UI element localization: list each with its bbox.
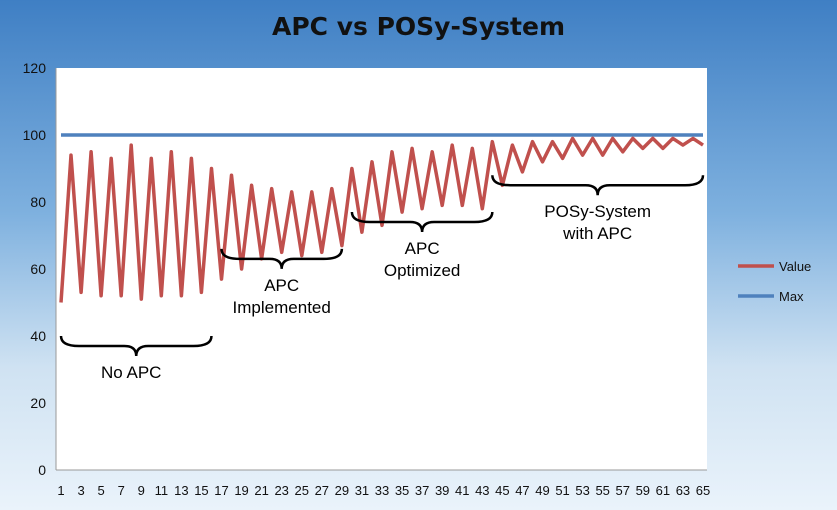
x-tick-label: 53 bbox=[575, 483, 589, 498]
y-tick-label: 120 bbox=[23, 60, 47, 76]
x-tick-label: 43 bbox=[475, 483, 489, 498]
annotation-layer: No APC APC Implemented APC Optimized POSy-Sys… bbox=[59, 175, 705, 382]
chart-title: APC vs POSy-System bbox=[272, 12, 565, 41]
x-tick-label: 21 bbox=[254, 483, 268, 498]
annotation-label: No APC bbox=[101, 363, 161, 382]
x-tick-label: 3 bbox=[77, 483, 84, 498]
x-tick-label: 37 bbox=[415, 483, 429, 498]
annotation-label: with APC bbox=[562, 224, 632, 243]
x-tick-label: 25 bbox=[295, 483, 309, 498]
y-tick-label: 100 bbox=[23, 127, 47, 143]
x-tick-label: 7 bbox=[118, 483, 125, 498]
x-tick-label: 31 bbox=[355, 483, 369, 498]
x-tick-label: 47 bbox=[515, 483, 529, 498]
x-tick-label: 27 bbox=[315, 483, 329, 498]
y-tick-label: 60 bbox=[30, 261, 46, 277]
x-tick-label: 9 bbox=[138, 483, 145, 498]
annotation-label: Implemented bbox=[233, 298, 331, 317]
series-layer bbox=[59, 133, 704, 303]
x-tick-label: 33 bbox=[375, 483, 389, 498]
x-tick-label: 41 bbox=[455, 483, 469, 498]
x-tick-label: 23 bbox=[274, 483, 288, 498]
legend: Value Max bbox=[738, 259, 811, 304]
x-tick-label: 45 bbox=[495, 483, 509, 498]
x-tick-label: 29 bbox=[335, 483, 349, 498]
x-tick-label: 17 bbox=[214, 483, 228, 498]
x-axis: 1 3 5 7 9 11 13 15 17 19 21 23 25 27 29 31 33 35 37 39 41 43 4… bbox=[56, 469, 710, 498]
x-tick-label: 19 bbox=[234, 483, 248, 498]
x-tick-label: 13 bbox=[174, 483, 188, 498]
annotation-brace bbox=[350, 211, 494, 233]
x-tick-label: 15 bbox=[194, 483, 208, 498]
x-tick-label: 63 bbox=[676, 483, 690, 498]
x-tick-label: 1 bbox=[57, 483, 64, 498]
x-tick-label: 59 bbox=[636, 483, 650, 498]
annotation-label: APC bbox=[264, 276, 299, 295]
annotation-label: APC bbox=[405, 239, 440, 258]
series-line-value bbox=[59, 136, 704, 303]
annotation-label: POSy-System bbox=[544, 202, 651, 221]
x-tick-label: 11 bbox=[155, 483, 169, 498]
y-tick-label: 40 bbox=[30, 328, 46, 344]
annotation-brace bbox=[59, 335, 213, 357]
annotation-brace bbox=[491, 175, 705, 196]
y-tick-label: 0 bbox=[38, 462, 46, 478]
x-tick-label: 55 bbox=[595, 483, 609, 498]
legend-label: Value bbox=[779, 259, 811, 274]
x-tick-label: 57 bbox=[616, 483, 630, 498]
x-tick-label: 65 bbox=[696, 483, 710, 498]
legend-label: Max bbox=[779, 289, 804, 304]
annotation-label: Optimized bbox=[384, 261, 461, 280]
x-tick-label: 35 bbox=[395, 483, 409, 498]
y-tick-label: 80 bbox=[30, 194, 46, 210]
annotation-brace bbox=[220, 248, 344, 269]
y-tick-label: 20 bbox=[30, 395, 46, 411]
x-tick-label: 5 bbox=[98, 483, 105, 498]
y-axis: 0 20 40 60 80 100 120 bbox=[23, 60, 57, 478]
plot-area bbox=[56, 68, 707, 470]
x-tick-label: 51 bbox=[555, 483, 569, 498]
x-tick-label: 61 bbox=[656, 483, 670, 498]
x-tick-label: 49 bbox=[535, 483, 549, 498]
x-tick-label: 39 bbox=[435, 483, 449, 498]
